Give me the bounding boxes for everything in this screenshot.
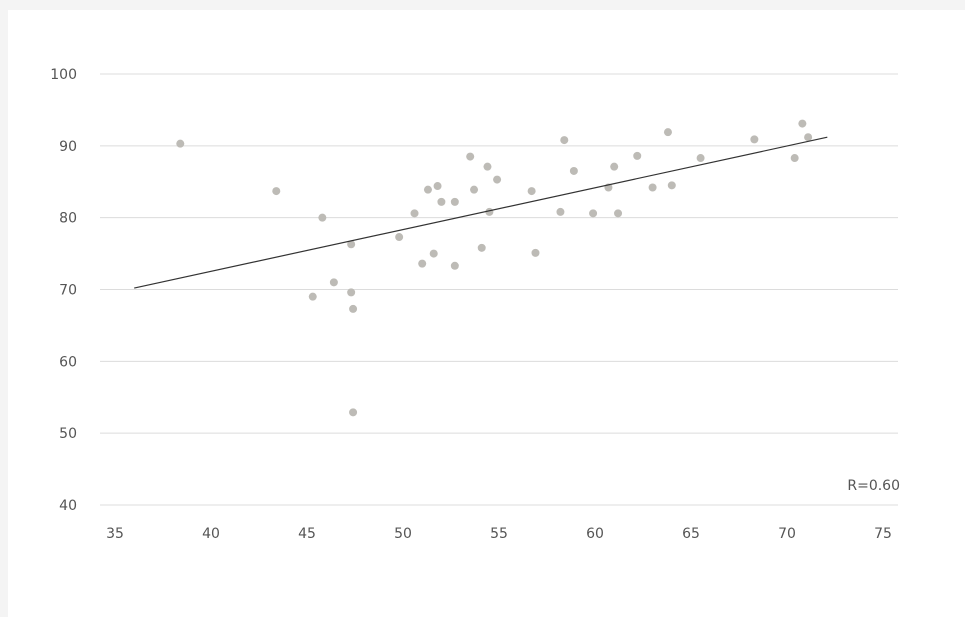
data-point xyxy=(798,119,807,128)
data-point xyxy=(429,249,438,258)
trendline xyxy=(134,136,828,289)
data-point xyxy=(804,133,813,142)
x-tick-label: 40 xyxy=(202,526,220,542)
data-point xyxy=(560,136,569,145)
data-point xyxy=(450,197,459,206)
data-point xyxy=(272,187,281,196)
data-point xyxy=(589,209,598,218)
x-tick-label: 75 xyxy=(874,526,892,542)
x-tick-label: 35 xyxy=(106,526,124,542)
trendline-layer xyxy=(134,136,828,289)
grid-layer xyxy=(100,73,898,506)
correlation-annotation: R=0.60 xyxy=(847,478,900,494)
data-point xyxy=(176,139,185,148)
y-tick-label: 40 xyxy=(59,498,77,514)
data-point xyxy=(790,154,799,163)
data-point xyxy=(477,243,486,252)
data-point xyxy=(614,209,623,218)
data-point xyxy=(556,207,565,216)
data-point xyxy=(418,259,427,268)
x-tick-label: 70 xyxy=(778,526,796,542)
y-tick-label: 100 xyxy=(50,67,77,83)
data-point xyxy=(483,162,492,171)
data-point xyxy=(610,162,619,171)
data-point xyxy=(531,248,540,257)
data-point xyxy=(466,152,475,161)
data-point xyxy=(395,233,404,242)
data-point xyxy=(347,240,356,249)
data-point xyxy=(569,166,578,175)
data-point xyxy=(347,288,356,297)
y-tick-label: 50 xyxy=(59,426,77,442)
x-tick-label: 60 xyxy=(586,526,604,542)
data-point xyxy=(433,182,442,191)
data-point xyxy=(349,408,358,417)
x-tick-label: 50 xyxy=(394,526,412,542)
points-layer xyxy=(176,119,813,417)
y-tick-label: 80 xyxy=(59,211,77,227)
data-point xyxy=(667,181,676,190)
data-point xyxy=(663,128,672,137)
data-point xyxy=(527,187,536,196)
data-point xyxy=(633,151,642,160)
chart-panel xyxy=(8,10,965,617)
x-tick-label: 65 xyxy=(682,526,700,542)
x-axis-ticks: 35 40 45 50 55 60 65 70 75 xyxy=(106,526,892,542)
x-tick-label: 45 xyxy=(298,526,316,542)
data-point xyxy=(470,185,479,194)
data-point xyxy=(329,278,338,287)
data-point xyxy=(450,261,459,270)
data-point xyxy=(696,154,705,163)
data-point xyxy=(410,209,419,218)
data-point xyxy=(308,292,317,301)
data-point xyxy=(648,183,657,192)
y-tick-label: 70 xyxy=(59,283,77,299)
x-tick-label: 55 xyxy=(490,526,508,542)
data-point xyxy=(423,185,432,194)
data-point xyxy=(437,197,446,206)
data-point xyxy=(750,135,759,144)
data-point xyxy=(349,304,358,313)
y-axis-ticks: 40 50 60 70 80 90 100 xyxy=(50,67,77,514)
data-point xyxy=(493,175,502,184)
data-point xyxy=(318,213,327,222)
y-tick-label: 90 xyxy=(59,139,77,155)
y-tick-label: 60 xyxy=(59,354,77,370)
